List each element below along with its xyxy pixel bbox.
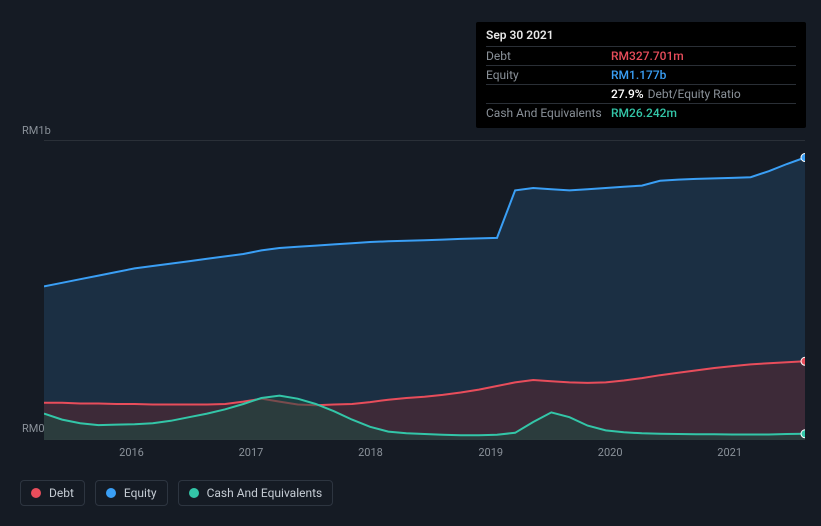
tooltip-row-label — [486, 87, 611, 101]
tooltip-row-value: RM26.242m — [611, 106, 677, 120]
tooltip-row-value: RM327.701m — [611, 49, 684, 63]
tooltip-row: Cash And EquivalentsRM26.242m — [486, 103, 796, 122]
tooltip-row-value: RM1.177b — [611, 68, 666, 82]
legend-label: Equity — [124, 486, 157, 500]
debt-end-marker — [801, 357, 805, 365]
tooltip-row-label: Equity — [486, 68, 611, 82]
x-axis-label: 2017 — [239, 446, 264, 459]
area-chart — [44, 140, 805, 440]
tooltip-row-label: Cash And Equivalents — [486, 106, 611, 120]
y-axis-label-top: RM1b — [22, 124, 51, 137]
x-axis-label: 2020 — [598, 446, 623, 459]
legend-item-equity[interactable]: Equity — [95, 480, 168, 506]
tooltip-row: DebtRM327.701m — [486, 46, 796, 65]
legend-item-debt[interactable]: Debt — [20, 480, 85, 506]
legend-dot — [189, 488, 199, 498]
tooltip-row: EquityRM1.177b — [486, 65, 796, 84]
legend-dot — [106, 488, 116, 498]
tooltip-row-value: 27.9%Debt/Equity Ratio — [611, 87, 741, 101]
legend: Debt Equity Cash And Equivalents — [20, 480, 333, 506]
equity-end-marker — [801, 154, 805, 162]
x-axis-label: 2016 — [119, 446, 144, 459]
tooltip-row: 27.9%Debt/Equity Ratio — [486, 84, 796, 103]
legend-dot — [31, 488, 41, 498]
x-axis-label: 2019 — [478, 446, 503, 459]
x-axis-label: 2018 — [358, 446, 383, 459]
legend-label: Debt — [49, 486, 74, 500]
cash-end-marker — [801, 430, 805, 438]
chart-tooltip: Sep 30 2021 DebtRM327.701mEquityRM1.177b… — [476, 22, 806, 128]
legend-item-cash-and-equivalents[interactable]: Cash And Equivalents — [178, 480, 334, 506]
tooltip-row-label: Debt — [486, 49, 611, 63]
y-axis-label-bottom: RM0 — [22, 422, 45, 435]
legend-label: Cash And Equivalents — [207, 486, 323, 500]
x-axis-label: 2021 — [717, 446, 742, 459]
tooltip-date: Sep 30 2021 — [486, 28, 796, 46]
